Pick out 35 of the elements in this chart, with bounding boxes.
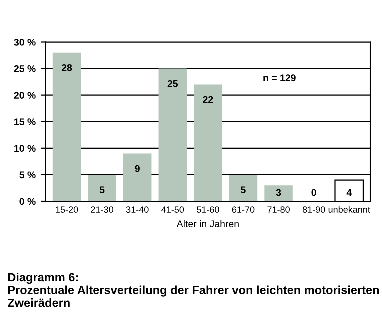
x-tick-label: unbekannt (328, 206, 370, 213)
y-tick-label: 5 % (20, 172, 36, 179)
x-tick-label: 31-40 (126, 206, 149, 213)
text: Diagramm 6: Prozentuale Altersverteilung der Fahrer von leichten motorisierten Zweirädern (8, 273, 380, 308)
bar (158, 68, 188, 202)
bar (123, 154, 152, 202)
data-label: 5 (241, 186, 246, 194)
y-tick-label: 30 % (14, 38, 36, 46)
x-axis-title: Alter in Jahren (176, 220, 239, 228)
x-tick-label: 21-30 (91, 206, 114, 213)
y-tick-label: 20 % (14, 92, 36, 99)
y-tick-label: 0 % (20, 198, 36, 206)
bar (194, 84, 222, 202)
bar (264, 186, 293, 202)
data-label: 28 (62, 64, 72, 72)
data-label: 3 (276, 189, 282, 196)
data-label: 22 (203, 96, 214, 104)
annotation: n = 129 (264, 74, 296, 82)
data-label: 25 (168, 80, 178, 88)
x-tick-label: 15-20 (56, 206, 78, 213)
x-tick-label: 71-80 (268, 206, 290, 213)
data-label: 4 (346, 189, 352, 196)
bar (88, 174, 116, 202)
y-tick-label: 10 % (14, 145, 36, 152)
x-tick-label: 41-50 (162, 206, 184, 213)
data-label: 0 (312, 189, 316, 196)
bar (52, 52, 82, 202)
x-tick-label: 81-90 (302, 206, 326, 213)
y-tick-label: 25 % (14, 66, 36, 72)
x-tick-label: 51-60 (197, 206, 220, 213)
y-tick-label: 15 % (14, 118, 36, 126)
x-tick-label: 61-70 (232, 206, 255, 213)
data-label: 9 (135, 165, 140, 172)
data-label: 5 (100, 186, 105, 194)
bar (229, 174, 258, 202)
